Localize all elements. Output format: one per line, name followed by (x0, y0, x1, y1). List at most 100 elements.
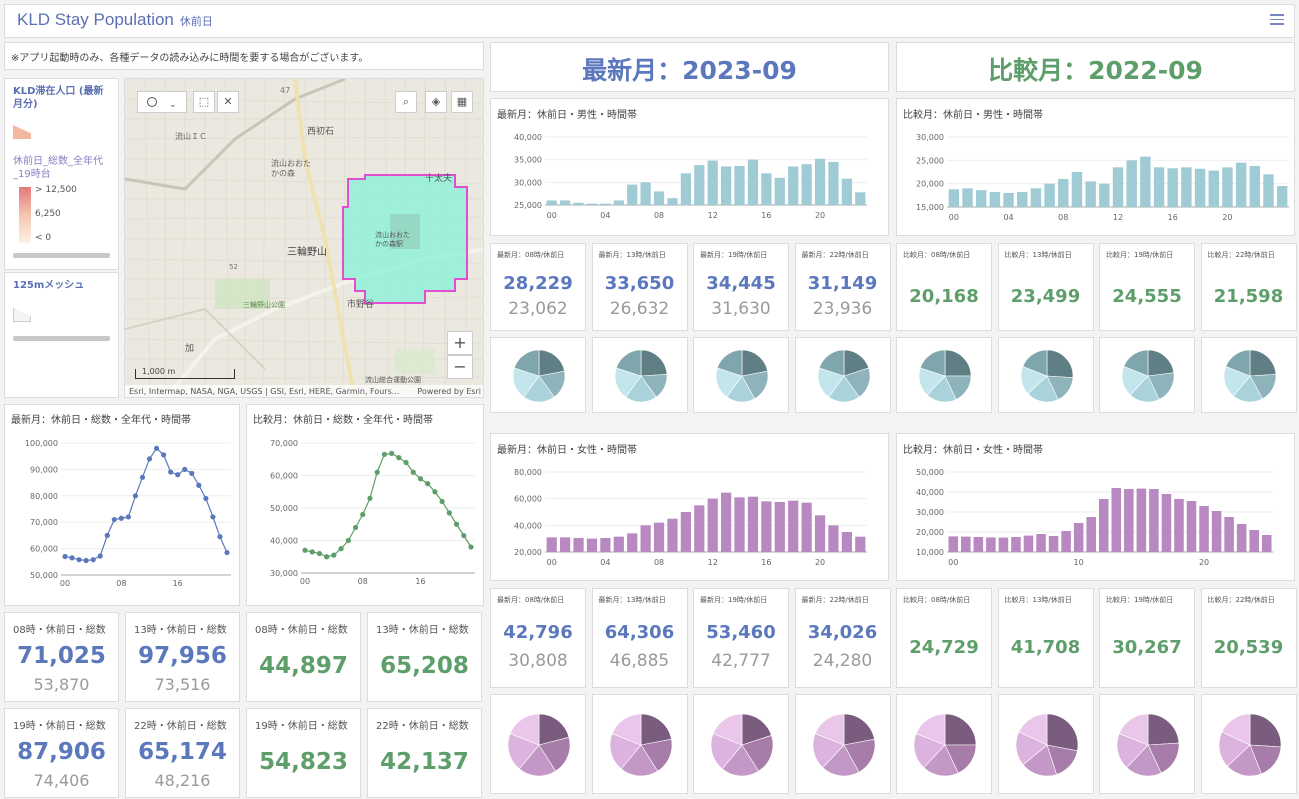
bar (774, 177, 785, 205)
select-area-icon[interactable]: ⬚ (193, 91, 215, 113)
kpi-label: 22時・休前日・総数 (376, 721, 469, 732)
bar (734, 497, 745, 552)
pie-slice (821, 744, 859, 777)
data-point (83, 557, 89, 564)
pie-slice (507, 733, 540, 770)
tick-label: 12 (708, 211, 718, 220)
map-canvas[interactable] (125, 79, 484, 398)
basemap-gallery-icon[interactable]: ▦ (451, 91, 473, 113)
bar (788, 500, 799, 552)
chevron-down-icon[interactable]: ⌄ (168, 100, 177, 110)
pie-slice (1249, 713, 1281, 748)
male-compare-bar-chart: 15,000 20,000 25,000 30,000 00 04 08 12 16 20 (916, 133, 1289, 222)
tick-label: 20 (815, 211, 825, 220)
data-point (97, 553, 103, 559)
tick-label: 20,000 (916, 528, 944, 537)
data-point (345, 537, 351, 544)
pie-chart-card (490, 337, 586, 413)
pie-slice (1221, 713, 1250, 746)
kpi-card: 最新月：19時/休前日 34,445 31,630 (693, 243, 789, 331)
map-draw-tool[interactable]: ⌄ (137, 91, 187, 113)
search-icon[interactable]: ⌕ (395, 91, 417, 113)
tick-label: 12 (708, 558, 718, 567)
pie-slice (915, 713, 946, 746)
total-kpi-card: 13時・休前日・総数 97,956 73,516 (125, 612, 240, 702)
bar (1017, 192, 1028, 207)
legend-scrollbar[interactable] (13, 253, 110, 258)
bar (998, 537, 1009, 552)
tick-label: 00 (547, 558, 557, 567)
kpi-card: 最新月：08時/休前日 42,796 30,808 (490, 588, 586, 688)
pie-slice (640, 713, 672, 746)
data-point (432, 489, 438, 495)
bar (1099, 183, 1110, 207)
data-point (425, 481, 431, 487)
bar (667, 518, 678, 552)
tick-label: 80,000 (30, 492, 58, 501)
pie-chart (913, 713, 977, 777)
tick-label: 04 (1003, 213, 1013, 222)
pie-chart (1218, 713, 1281, 777)
kpi-previous-value: 23,936 (812, 298, 873, 319)
bar (1126, 160, 1137, 207)
bar (855, 536, 866, 552)
pie-slice (513, 349, 540, 377)
kpi-label: 最新月：22時/休前日 (801, 251, 869, 259)
bar (1235, 162, 1247, 207)
clear-selection-icon[interactable]: ✕ (217, 91, 239, 113)
map-view[interactable]: 47 流山ＩＣ 西初石 流山おおたかの森 十太夫 三輪野山 流山おおたかの森駅 … (124, 78, 484, 398)
kpi-card: 最新月：19時/休前日 53,460 42,777 (693, 588, 789, 688)
kpi-label: 08時・休前日・総数 (13, 625, 106, 636)
kpi-value: 30,267 (1112, 637, 1182, 658)
female-compare-chart-panel: 比較月：休前日・女性・時間帯 10,000 20,000 30,000 40,000 5… (896, 433, 1295, 581)
bar (1003, 193, 1014, 207)
kpi-label: 比較月：22時/休前日 (1207, 251, 1275, 259)
zoom-out-button[interactable]: − (447, 355, 473, 379)
tick-label: 08 (654, 211, 664, 220)
menu-icon[interactable] (1270, 14, 1284, 26)
bar (1098, 499, 1109, 552)
app-title: KLD Stay Population 休前日 (17, 10, 213, 29)
bar (761, 501, 772, 552)
bar (680, 173, 691, 205)
kpi-card: 最新月：13時/休前日 33,650 26,632 (591, 243, 688, 331)
pie-slice (919, 349, 946, 377)
pie-chart-card (1099, 337, 1195, 413)
app-header: KLD Stay Population 休前日 (4, 4, 1295, 38)
pie-slice (741, 713, 772, 746)
bar (573, 538, 584, 552)
bar (1153, 167, 1165, 207)
tick-label: 16 (761, 211, 771, 220)
bar (1136, 488, 1147, 552)
data-point (439, 498, 445, 505)
chart-title: 最新月：休前日・総数・全年代・時間帯 (11, 415, 191, 426)
kpi-value: 65,174 (138, 739, 227, 765)
bar (948, 189, 960, 207)
kpi-label: 19時・休前日・総数 (255, 721, 348, 732)
kpi-label: 比較月：19時/休前日 (1106, 251, 1174, 259)
data-point (182, 466, 188, 472)
map-label: 47 (280, 86, 291, 95)
pie-chart-card (693, 337, 789, 413)
bar (788, 166, 799, 205)
tick-label: 16 (415, 577, 425, 586)
bar (613, 536, 624, 552)
pie-chart-card (1200, 337, 1297, 413)
zoom-in-button[interactable]: + (447, 331, 473, 355)
bar (721, 166, 732, 205)
pie-chart-card (693, 694, 789, 794)
data-point (367, 495, 373, 501)
layers-icon[interactable]: ◈ (425, 91, 447, 113)
data-point (217, 534, 223, 540)
bar (640, 182, 651, 205)
bar (814, 158, 826, 205)
bar (707, 498, 718, 552)
data-point (111, 516, 117, 523)
mesh-legend-scrollbar[interactable] (13, 336, 110, 341)
kpi-value: 41,708 (1010, 637, 1081, 658)
pie-slice (1249, 349, 1276, 377)
pie-chart (1116, 713, 1180, 777)
map-attribution: Esri, Intermap, NASA, NGA, USGS | GSI, E… (125, 385, 483, 397)
circle-icon[interactable] (147, 97, 158, 107)
bar (1149, 489, 1159, 552)
